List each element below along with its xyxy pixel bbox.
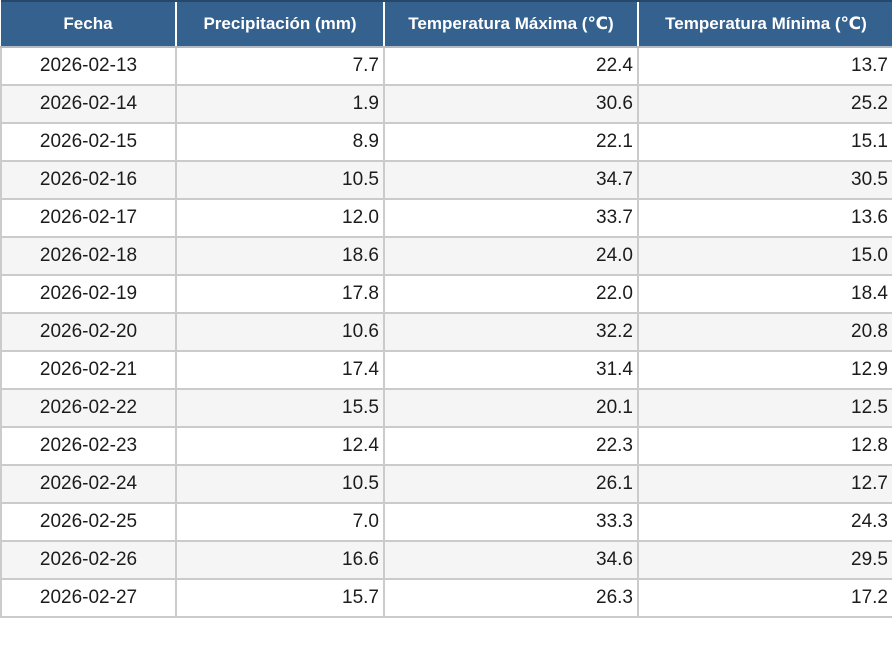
column-header-precipitacion-mm: Precipitación (mm) <box>175 0 384 48</box>
cell-temperatura-minima: 13.6 <box>637 198 892 238</box>
cell-fecha: 2026-02-13 <box>0 46 177 86</box>
cell-fecha: 2026-02-22 <box>0 388 177 428</box>
cell-precipitacion-mm: 8.9 <box>175 122 385 162</box>
cell-fecha: 2026-02-25 <box>0 502 177 542</box>
table-row: 2026-02-20 10.6 32.2 20.8 <box>0 312 892 352</box>
table-row: 2026-02-13 7.7 22.4 13.7 <box>0 46 892 86</box>
cell-temperatura-maxima: 22.1 <box>383 122 639 162</box>
cell-precipitacion-mm: 7.7 <box>175 46 385 86</box>
cell-temperatura-minima: 17.2 <box>637 578 892 618</box>
table-row: 2026-02-27 15.7 26.3 17.2 <box>0 578 892 618</box>
cell-temperatura-minima: 29.5 <box>637 540 892 580</box>
cell-temperatura-minima: 20.8 <box>637 312 892 352</box>
cell-temperatura-minima: 13.7 <box>637 46 892 86</box>
cell-temperatura-maxima: 22.3 <box>383 426 639 466</box>
cell-temperatura-maxima: 34.7 <box>383 160 639 200</box>
cell-precipitacion-mm: 18.6 <box>175 236 385 276</box>
cell-fecha: 2026-02-24 <box>0 464 177 504</box>
cell-precipitacion-mm: 10.5 <box>175 464 385 504</box>
cell-fecha: 2026-02-26 <box>0 540 177 580</box>
cell-precipitacion-mm: 15.5 <box>175 388 385 428</box>
table-row: 2026-02-16 10.5 34.7 30.5 <box>0 160 892 200</box>
cell-temperatura-minima: 25.2 <box>637 84 892 124</box>
cell-precipitacion-mm: 10.6 <box>175 312 385 352</box>
table-row: 2026-02-25 7.0 33.3 24.3 <box>0 502 892 542</box>
table-row: 2026-02-17 12.0 33.7 13.6 <box>0 198 892 238</box>
table-body: 2026-02-13 7.7 22.4 13.7 2026-02-14 1.9 30.6 25… <box>0 46 892 618</box>
cell-precipitacion-mm: 17.4 <box>175 350 385 390</box>
table-row: 2026-02-15 8.9 22.1 15.1 <box>0 122 892 162</box>
column-header-fecha: Fecha <box>1 0 176 48</box>
table-row: 2026-02-23 12.4 22.3 12.8 <box>0 426 892 466</box>
cell-precipitacion-mm: 16.6 <box>175 540 385 580</box>
cell-precipitacion-mm: 12.0 <box>175 198 385 238</box>
table-row: 2026-02-24 10.5 26.1 12.7 <box>0 464 892 504</box>
cell-precipitacion-mm: 12.4 <box>175 426 385 466</box>
cell-temperatura-minima: 12.8 <box>637 426 892 466</box>
weather-table: Fecha Precipitación (mm) Temperatura Máxim… <box>0 0 892 618</box>
cell-temperatura-maxima: 20.1 <box>383 388 639 428</box>
table-row: 2026-02-21 17.4 31.4 12.9 <box>0 350 892 390</box>
cell-temperatura-maxima: 26.1 <box>383 464 639 504</box>
cell-fecha: 2026-02-21 <box>0 350 177 390</box>
table-row: 2026-02-26 16.6 34.6 29.5 <box>0 540 892 580</box>
table-row: 2026-02-14 1.9 30.6 25.2 <box>0 84 892 124</box>
cell-temperatura-maxima: 34.6 <box>383 540 639 580</box>
cell-temperatura-minima: 12.9 <box>637 350 892 390</box>
cell-temperatura-maxima: 31.4 <box>383 350 639 390</box>
column-header-temperatura-maxima: Temperatura Máxima (℃) <box>383 0 638 48</box>
cell-fecha: 2026-02-20 <box>0 312 177 352</box>
cell-fecha: 2026-02-16 <box>0 160 177 200</box>
cell-temperatura-maxima: 33.3 <box>383 502 639 542</box>
cell-fecha: 2026-02-27 <box>0 578 177 618</box>
table-row: 2026-02-19 17.8 22.0 18.4 <box>0 274 892 314</box>
table-header-row: Fecha Precipitación (mm) Temperatura Máxim… <box>1 0 892 48</box>
cell-temperatura-maxima: 24.0 <box>383 236 639 276</box>
cell-fecha: 2026-02-23 <box>0 426 177 466</box>
cell-temperatura-maxima: 22.4 <box>383 46 639 86</box>
cell-temperatura-maxima: 30.6 <box>383 84 639 124</box>
cell-temperatura-maxima: 22.0 <box>383 274 639 314</box>
cell-temperatura-minima: 12.7 <box>637 464 892 504</box>
table-header: Fecha Precipitación (mm) Temperatura Máxim… <box>1 0 892 48</box>
cell-fecha: 2026-02-14 <box>0 84 177 124</box>
cell-temperatura-minima: 15.0 <box>637 236 892 276</box>
cell-fecha: 2026-02-18 <box>0 236 177 276</box>
column-header-temperatura-minima: Temperatura Mínima (℃) <box>637 0 892 48</box>
cell-fecha: 2026-02-19 <box>0 274 177 314</box>
cell-temperatura-maxima: 26.3 <box>383 578 639 618</box>
cell-precipitacion-mm: 7.0 <box>175 502 385 542</box>
cell-precipitacion-mm: 17.8 <box>175 274 385 314</box>
cell-temperatura-minima: 15.1 <box>637 122 892 162</box>
cell-precipitacion-mm: 15.7 <box>175 578 385 618</box>
table-row: 2026-02-18 18.6 24.0 15.0 <box>0 236 892 276</box>
cell-temperatura-minima: 24.3 <box>637 502 892 542</box>
cell-fecha: 2026-02-17 <box>0 198 177 238</box>
cell-temperatura-maxima: 32.2 <box>383 312 639 352</box>
cell-precipitacion-mm: 1.9 <box>175 84 385 124</box>
cell-temperatura-minima: 30.5 <box>637 160 892 200</box>
table-row: 2026-02-22 15.5 20.1 12.5 <box>0 388 892 428</box>
cell-precipitacion-mm: 10.5 <box>175 160 385 200</box>
cell-temperatura-maxima: 33.7 <box>383 198 639 238</box>
cell-temperatura-minima: 18.4 <box>637 274 892 314</box>
cell-temperatura-minima: 12.5 <box>637 388 892 428</box>
cell-fecha: 2026-02-15 <box>0 122 177 162</box>
